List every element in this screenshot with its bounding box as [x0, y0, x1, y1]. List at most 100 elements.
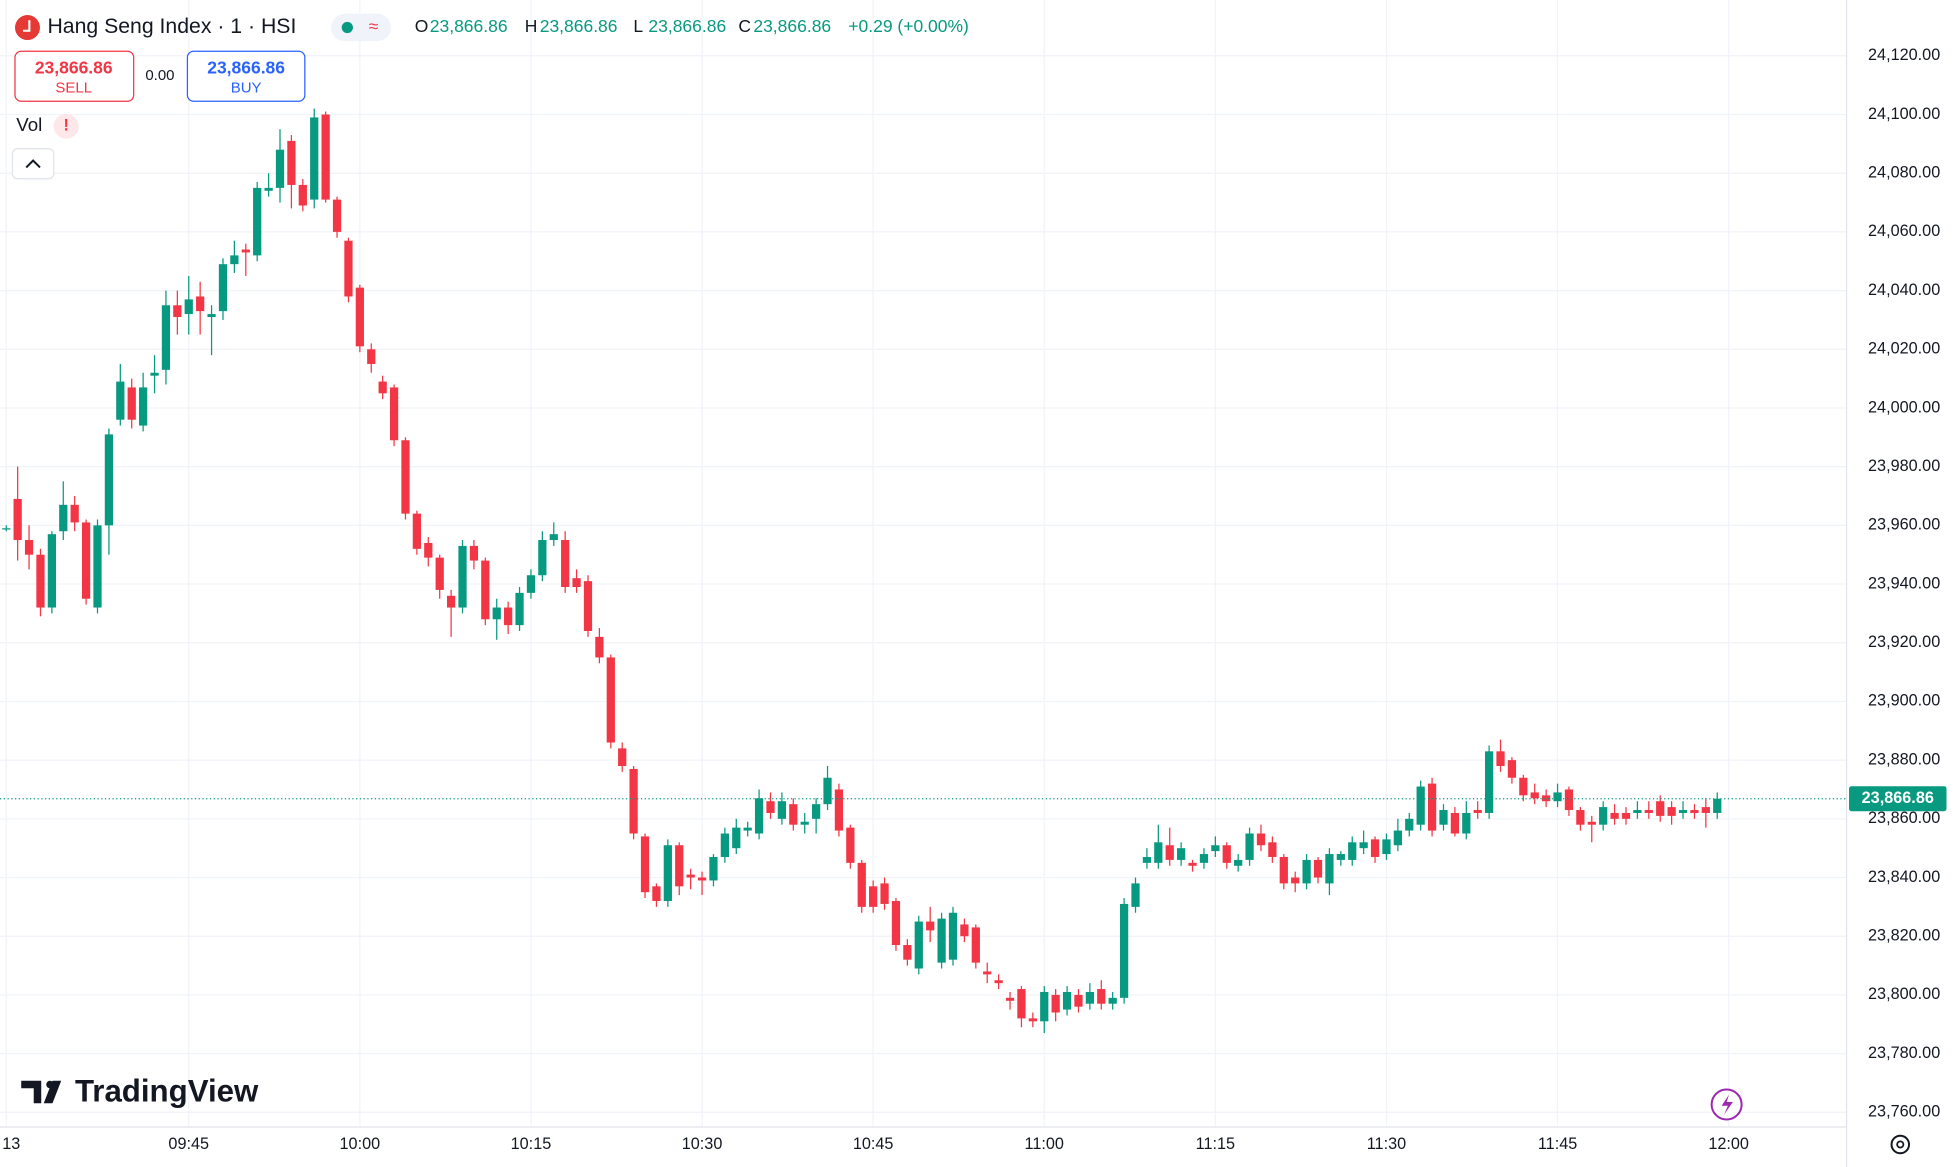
candle-body: [1427, 783, 1437, 831]
candle-body: [1017, 989, 1026, 1019]
buy-price: 23,866.86: [207, 57, 285, 77]
x-tick-label: 10:30: [682, 1135, 723, 1153]
candle-body: [823, 777, 832, 805]
candle-body: [971, 927, 980, 963]
candle-body: [469, 545, 479, 561]
collapse-icon: [25, 159, 41, 169]
symbol-logo[interactable]: [14, 15, 40, 41]
candle-body: [1530, 792, 1539, 799]
buy-button[interactable]: [186, 50, 306, 102]
y-tick-label: 23,780.00: [1868, 1044, 1940, 1062]
candle-body: [184, 299, 193, 315]
candle-body: [1188, 862, 1197, 866]
candle-body: [766, 801, 775, 813]
y-tick-label: 23,860.00: [1868, 809, 1940, 827]
spread: 0.00: [145, 67, 174, 84]
candle-body: [1313, 859, 1323, 878]
candle-body: [1656, 801, 1665, 816]
candle-body: [275, 149, 285, 188]
candle-body: [1382, 839, 1391, 855]
candle-body: [1234, 859, 1243, 866]
candle-body: [207, 314, 216, 317]
x-tick-label: 09:45: [168, 1135, 209, 1153]
ohlc-label: H: [525, 16, 538, 36]
brand-name[interactable]: TradingView: [75, 1073, 259, 1108]
candle-body: [629, 768, 638, 834]
candle-body: [1678, 810, 1688, 813]
x-tick-label: 10:45: [853, 1135, 894, 1153]
candle-body: [355, 287, 364, 347]
candle-body: [1165, 845, 1174, 860]
candle-body: [1370, 839, 1380, 857]
candle-body: [1484, 751, 1494, 813]
ohlc-value: 23,866.86: [648, 16, 726, 36]
candle-body: [777, 801, 787, 819]
candle-body: [1621, 812, 1631, 819]
candle-body: [606, 657, 615, 743]
candle-body: [298, 184, 307, 206]
status-badge[interactable]: [331, 13, 392, 42]
candle-body: [595, 636, 604, 658]
candle-body: [1553, 792, 1562, 802]
candle-body: [104, 434, 114, 526]
candle-body: [1028, 1018, 1037, 1022]
alert-icon: [1721, 1094, 1733, 1115]
candle-body: [561, 540, 570, 587]
indicator-warning[interactable]: [53, 113, 79, 139]
candle-body: [1587, 821, 1596, 825]
candle-body: [36, 554, 45, 608]
chart-title[interactable]: Hang Seng Index · 1 · HSI: [47, 15, 296, 38]
candle-body: [150, 372, 159, 376]
price-overlay: 23,866.86: [0, 786, 1947, 812]
brand-logo-dot: [46, 1080, 54, 1089]
sell-button[interactable]: [14, 50, 135, 102]
indicator-label[interactable]: Vol: [16, 114, 42, 135]
candle-body: [652, 886, 661, 902]
candle-body: [161, 305, 171, 370]
candle-body: [1302, 859, 1311, 884]
candle-body: [1005, 997, 1015, 1001]
candles: [2, 108, 1722, 1034]
y-tick-label: 24,000.00: [1868, 398, 1940, 416]
candle-body: [139, 387, 148, 426]
delayed-icon: ≈: [369, 16, 379, 36]
x-tick-label: 11:00: [1025, 1135, 1064, 1153]
candle-body: [1097, 989, 1106, 1004]
candle-body: [70, 504, 79, 523]
candle-body: [253, 187, 262, 256]
y-tick-label: 23,980.00: [1868, 457, 1940, 475]
candle-body: [1040, 991, 1049, 1022]
candle-body: [869, 886, 878, 907]
candle-body: [1222, 845, 1231, 863]
candle-body: [1542, 795, 1551, 802]
candle-body: [1633, 810, 1642, 813]
symbol-logo-glyph: ⅃: [22, 18, 31, 35]
candle-body: [401, 440, 410, 514]
candle-body: [1199, 854, 1209, 863]
candle-body: [287, 140, 296, 185]
candle-body: [1416, 786, 1425, 825]
candle-body: [24, 540, 34, 555]
candle-body: [1336, 854, 1345, 860]
candle-body: [1359, 842, 1368, 849]
candle-body: [675, 845, 684, 887]
collapse-button[interactable]: [11, 148, 55, 180]
x-tick-label: 12:00: [1708, 1135, 1749, 1153]
candle-body: [572, 578, 581, 587]
candle-body: [230, 255, 239, 265]
candle-body: [389, 387, 399, 441]
settings-button[interactable]: [1890, 1134, 1911, 1155]
candle-body: [1154, 842, 1163, 863]
warning-glyph: !: [64, 117, 69, 135]
candle-body: [1496, 751, 1505, 767]
y-tick-label: 24,060.00: [1868, 222, 1940, 240]
y-tick-label: 23,900.00: [1868, 692, 1940, 710]
candle-body: [937, 918, 946, 963]
candle-body: [492, 607, 501, 620]
candle-body: [173, 305, 182, 317]
candle-body: [1439, 810, 1448, 825]
candle-body: [13, 498, 22, 541]
y-tick-label: 24,080.00: [1868, 163, 1940, 181]
